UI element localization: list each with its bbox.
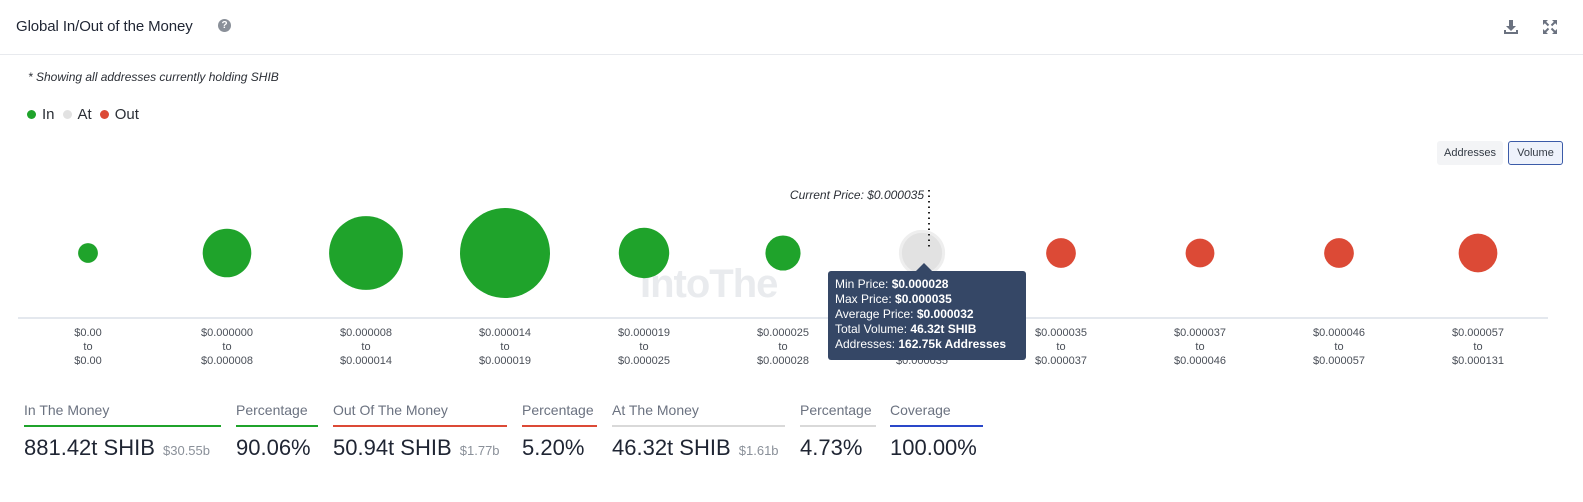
stat-coverage: Coverage 100.00% (890, 402, 983, 461)
bubble-in-4[interactable] (618, 227, 670, 279)
bubble-out-7[interactable] (1046, 238, 1076, 268)
legend-item-in[interactable]: In (27, 106, 55, 123)
stat-out-of-the-money: Out Of The Money 50.94t SHIB $1.77b (333, 402, 507, 461)
current-price-label: Current Price: $0.000035 (789, 188, 924, 202)
tooltip-min-price: Min Price: $0.000028 (835, 277, 949, 291)
stat-usd: $30.55b (163, 443, 210, 458)
legend-dot-in (27, 110, 36, 119)
stat-label: Out Of The Money (333, 402, 507, 427)
bubble-in-3[interactable] (460, 208, 550, 298)
bubble-in-2[interactable] (329, 216, 403, 290)
widget-title: Global In/Out of the Money (16, 18, 193, 35)
tooltip-addresses: Addresses: 162.75k Addresses (835, 337, 1007, 351)
x-tick-label: $0.000014 to $0.000019 (479, 327, 531, 367)
x-tick-label: $0.000025 to $0.000028 (757, 327, 809, 367)
stat-usd: $1.61b (738, 443, 779, 458)
stat-out-percentage: Percentage 5.20% (522, 402, 597, 461)
tooltip-arrow (916, 263, 932, 271)
stat-value: 46.32t SHIB $1.61b (612, 435, 779, 460)
x-tick-label: $0.000008 to $0.000014 (340, 327, 392, 367)
stat-value: 100.00% (890, 435, 977, 460)
stat-label: In The Money (24, 402, 221, 427)
bubble-in-1[interactable] (202, 228, 252, 278)
holding-note: * Showing all addresses currently holdin… (28, 70, 279, 84)
stat-in-percentage: Percentage 90.06% (236, 402, 318, 461)
legend-label-in: In (42, 106, 55, 123)
legend-item-at[interactable]: At (62, 106, 92, 123)
stat-label: Coverage (890, 402, 983, 427)
x-tick-label: $0.000037 to $0.000046 (1174, 327, 1226, 367)
stat-value: 90.06% (236, 435, 311, 460)
stat-at-percentage: Percentage 4.73% (800, 402, 876, 461)
stat-value: 50.94t SHIB $1.77b (333, 435, 500, 460)
stat-label: Percentage (522, 402, 597, 427)
download-icon[interactable] (1502, 18, 1520, 36)
chart-legend: In At Out (27, 106, 147, 123)
tooltip-total-volume: Total Volume: 46.32t SHIB (835, 322, 977, 336)
legend-item-out[interactable]: Out (99, 106, 139, 123)
bubble-chart (18, 190, 1548, 319)
bubble-out-9[interactable] (1324, 238, 1354, 268)
bubble-in-0[interactable] (78, 243, 98, 263)
stat-at-the-money: At The Money 46.32t SHIB $1.61b (612, 402, 785, 461)
tooltip-average-price: Average Price: $0.000032 (835, 307, 974, 321)
bubble-in-5[interactable] (765, 235, 801, 271)
expand-icon[interactable] (1541, 18, 1559, 36)
legend-label-out: Out (114, 106, 139, 123)
stat-label: Percentage (236, 402, 318, 427)
bubble-out-8[interactable] (1185, 238, 1215, 268)
x-tick-label: $0.000035 to $0.000037 (1035, 327, 1087, 367)
stat-label: At The Money (612, 402, 785, 427)
addresses-toggle-button[interactable]: Addresses (1437, 141, 1503, 165)
x-tick-label: $0.000046 to $0.000057 (1313, 327, 1365, 367)
bubble-out-10[interactable] (1458, 233, 1498, 273)
help-icon[interactable]: ? (218, 19, 231, 32)
legend-label-at: At (77, 106, 92, 123)
volume-toggle-button[interactable]: Volume (1508, 141, 1563, 165)
stat-value: 4.73% (800, 435, 863, 460)
x-tick-label: $0.00 to $0.00 (74, 327, 102, 367)
x-tick-label: $0.000019 to $0.000025 (618, 327, 670, 367)
stat-label: Percentage (800, 402, 876, 427)
x-tick-label: $0.000057 to $0.000131 (1452, 327, 1504, 367)
legend-dot-at (62, 110, 72, 119)
stat-in-the-money: In The Money 881.42t SHIB $30.55b (24, 402, 221, 461)
x-tick-label: $0.000000 to $0.000008 (201, 327, 253, 367)
widget-header: Global In/Out of the Money ? (0, 0, 1583, 55)
stat-usd: $1.77b (459, 443, 500, 458)
legend-dot-out (99, 110, 109, 119)
bubble-tooltip: Min Price: $0.000028 Max Price: $0.00003… (828, 271, 1026, 360)
stat-value: 881.42t SHIB $30.55b (24, 435, 210, 460)
stat-value: 5.20% (522, 435, 585, 460)
tooltip-max-price: Max Price: $0.000035 (835, 292, 952, 306)
